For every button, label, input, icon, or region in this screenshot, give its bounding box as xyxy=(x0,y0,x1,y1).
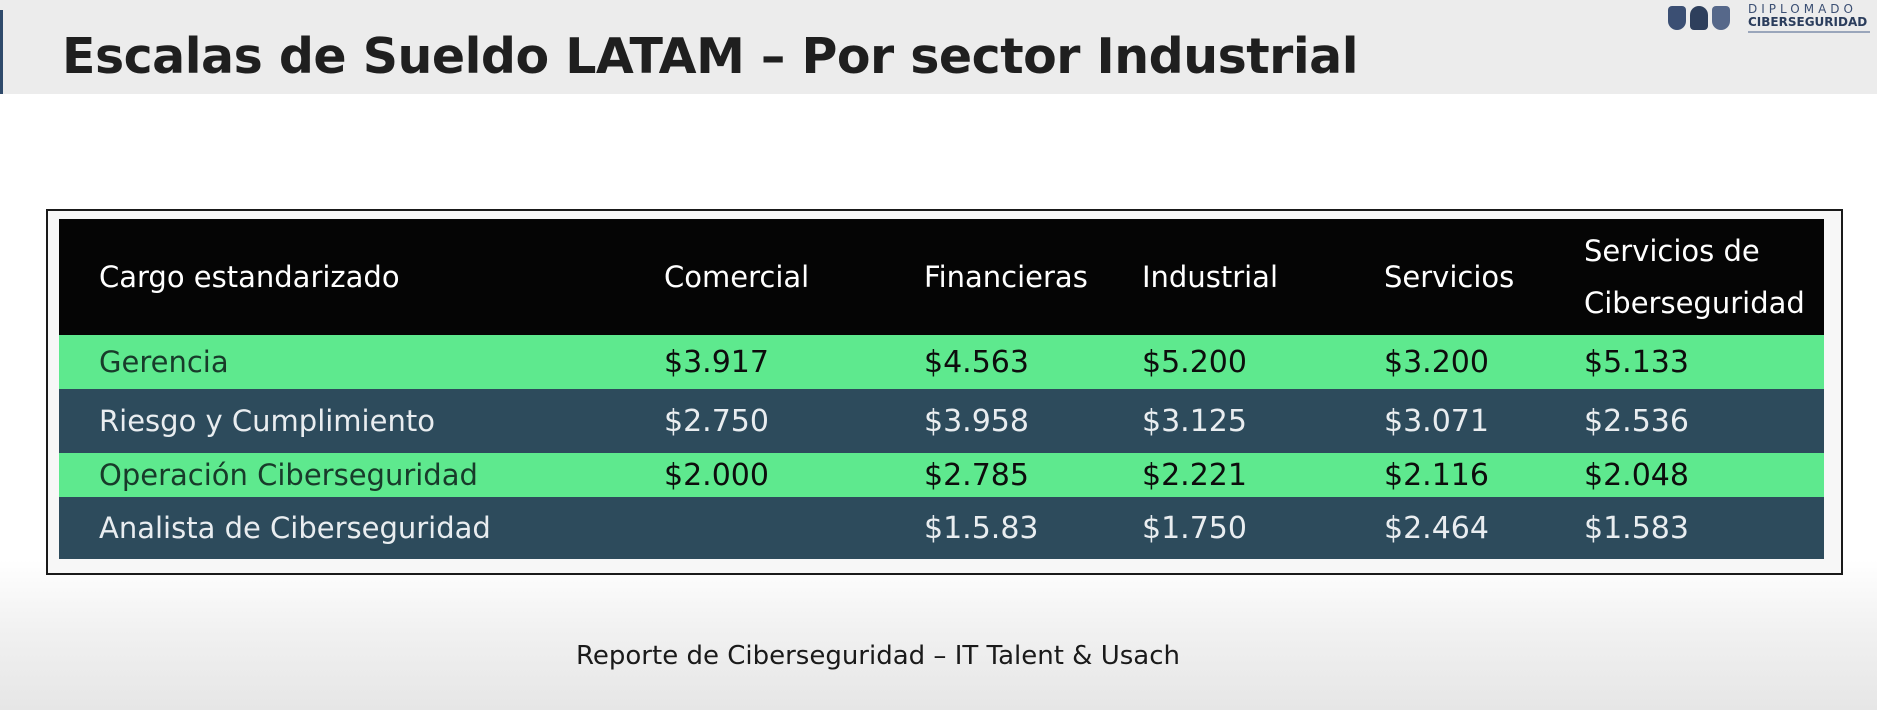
cell-label: Gerencia xyxy=(99,345,229,379)
table-header-row: Cargo estandarizado Comercial Financiera… xyxy=(59,219,1824,335)
cell-servicios: $2.116 xyxy=(1384,457,1489,493)
header-industrial: Industrial xyxy=(1142,260,1279,294)
table-row-riesgo: Riesgo y Cumplimiento $2.750 $3.958 $3.1… xyxy=(59,389,1824,453)
table-frame xyxy=(46,209,1843,575)
cell-servicios-ciberseguridad: $1.583 xyxy=(1584,510,1689,546)
header-servicios: Servicios xyxy=(1384,260,1515,294)
cell-label: Analista de Ciberseguridad xyxy=(99,511,491,545)
slide-title: Escalas de Sueldo LATAM – Por sector Ind… xyxy=(62,28,1359,85)
diplomado-logo: DIPLOMADO CIBERSEGURIDAD xyxy=(1668,2,1873,42)
cell-industrial: $5.200 xyxy=(1142,344,1247,380)
cell-label: Operación Ciberseguridad xyxy=(99,458,478,492)
header-cargo: Cargo estandarizado xyxy=(99,260,400,294)
cell-comercial: $2.750 xyxy=(664,403,769,439)
title-band xyxy=(0,0,1877,94)
cell-financieras: $1.5.83 xyxy=(924,510,1039,546)
cell-servicios: $3.071 xyxy=(1384,403,1489,439)
cell-financieras: $3.958 xyxy=(924,403,1029,439)
university-seal-icon xyxy=(1668,6,1686,30)
table-row-gerencia: Gerencia $3.917 $4.563 $5.200 $3.200 $5.… xyxy=(59,335,1824,389)
cell-label: Riesgo y Cumplimiento xyxy=(99,404,435,438)
header-servicios-ciberseguridad: Servicios de Ciberseguridad xyxy=(1584,234,1805,320)
cell-financieras: $4.563 xyxy=(924,344,1029,380)
left-accent-rule xyxy=(0,10,3,94)
table-row-operacion: Operación Ciberseguridad $2.000 $2.785 $… xyxy=(59,453,1824,497)
footer-source: Reporte de Ciberseguridad – IT Talent & … xyxy=(576,641,1180,671)
cell-comercial xyxy=(664,497,924,559)
cell-servicios: $2.464 xyxy=(1384,510,1489,546)
cell-servicios-ciberseguridad: $2.536 xyxy=(1584,403,1689,439)
logo-line2: CIBERSEGURIDAD xyxy=(1748,15,1868,29)
logo-line1: DIPLOMADO xyxy=(1748,2,1857,16)
cell-industrial: $3.125 xyxy=(1142,403,1247,439)
cell-servicios: $3.200 xyxy=(1384,344,1489,380)
cell-financieras: $2.785 xyxy=(924,457,1029,493)
cell-servicios-ciberseguridad: $5.133 xyxy=(1584,344,1689,380)
building-seal-icon xyxy=(1690,6,1708,30)
cell-comercial: $2.000 xyxy=(664,457,769,493)
cell-industrial: $2.221 xyxy=(1142,457,1247,493)
cell-comercial: $3.917 xyxy=(664,344,769,380)
salary-table: Cargo estandarizado Comercial Financiera… xyxy=(59,219,1824,559)
header-comercial: Comercial xyxy=(664,260,810,294)
table-row-analista: Analista de Ciberseguridad $1.5.83 $1.75… xyxy=(59,497,1824,559)
header-financieras: Financieras xyxy=(924,260,1088,294)
cell-servicios-ciberseguridad: $2.048 xyxy=(1584,457,1689,493)
cell-industrial: $1.750 xyxy=(1142,510,1247,546)
logo-underline xyxy=(1748,31,1870,33)
crest-seal-icon xyxy=(1712,6,1730,30)
